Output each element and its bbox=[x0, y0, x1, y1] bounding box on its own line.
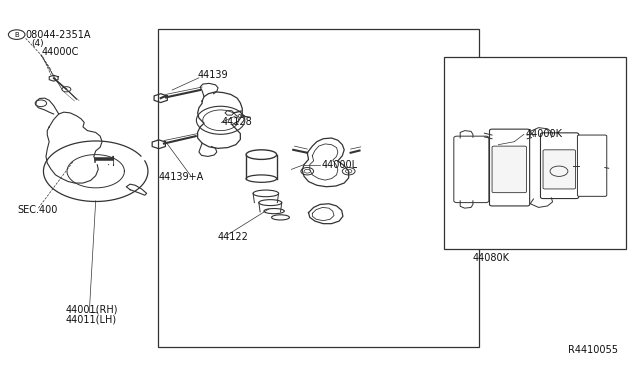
FancyBboxPatch shape bbox=[490, 129, 530, 206]
Text: 44000C: 44000C bbox=[42, 47, 79, 57]
Text: 44122: 44122 bbox=[218, 232, 249, 242]
Text: (4): (4) bbox=[31, 39, 44, 48]
Text: 44000K: 44000K bbox=[526, 129, 563, 139]
FancyBboxPatch shape bbox=[492, 146, 527, 193]
FancyBboxPatch shape bbox=[543, 150, 575, 189]
Text: 44139: 44139 bbox=[198, 70, 228, 80]
FancyBboxPatch shape bbox=[454, 136, 489, 203]
FancyBboxPatch shape bbox=[540, 133, 579, 199]
Text: 44128: 44128 bbox=[221, 118, 252, 128]
Bar bbox=[444, 57, 626, 249]
Text: 44139+A: 44139+A bbox=[159, 172, 204, 182]
Text: SEC.400: SEC.400 bbox=[17, 205, 58, 215]
Text: 44000L: 44000L bbox=[322, 160, 358, 170]
Text: R4410055: R4410055 bbox=[568, 345, 618, 355]
Text: B: B bbox=[14, 32, 19, 38]
Text: 44001(RH): 44001(RH) bbox=[65, 305, 118, 315]
Text: 08044-2351A: 08044-2351A bbox=[26, 30, 91, 40]
FancyBboxPatch shape bbox=[577, 135, 607, 196]
Bar bbox=[157, 29, 479, 347]
Text: 44011(LH): 44011(LH) bbox=[65, 315, 116, 325]
Text: 44080K: 44080K bbox=[472, 253, 509, 263]
